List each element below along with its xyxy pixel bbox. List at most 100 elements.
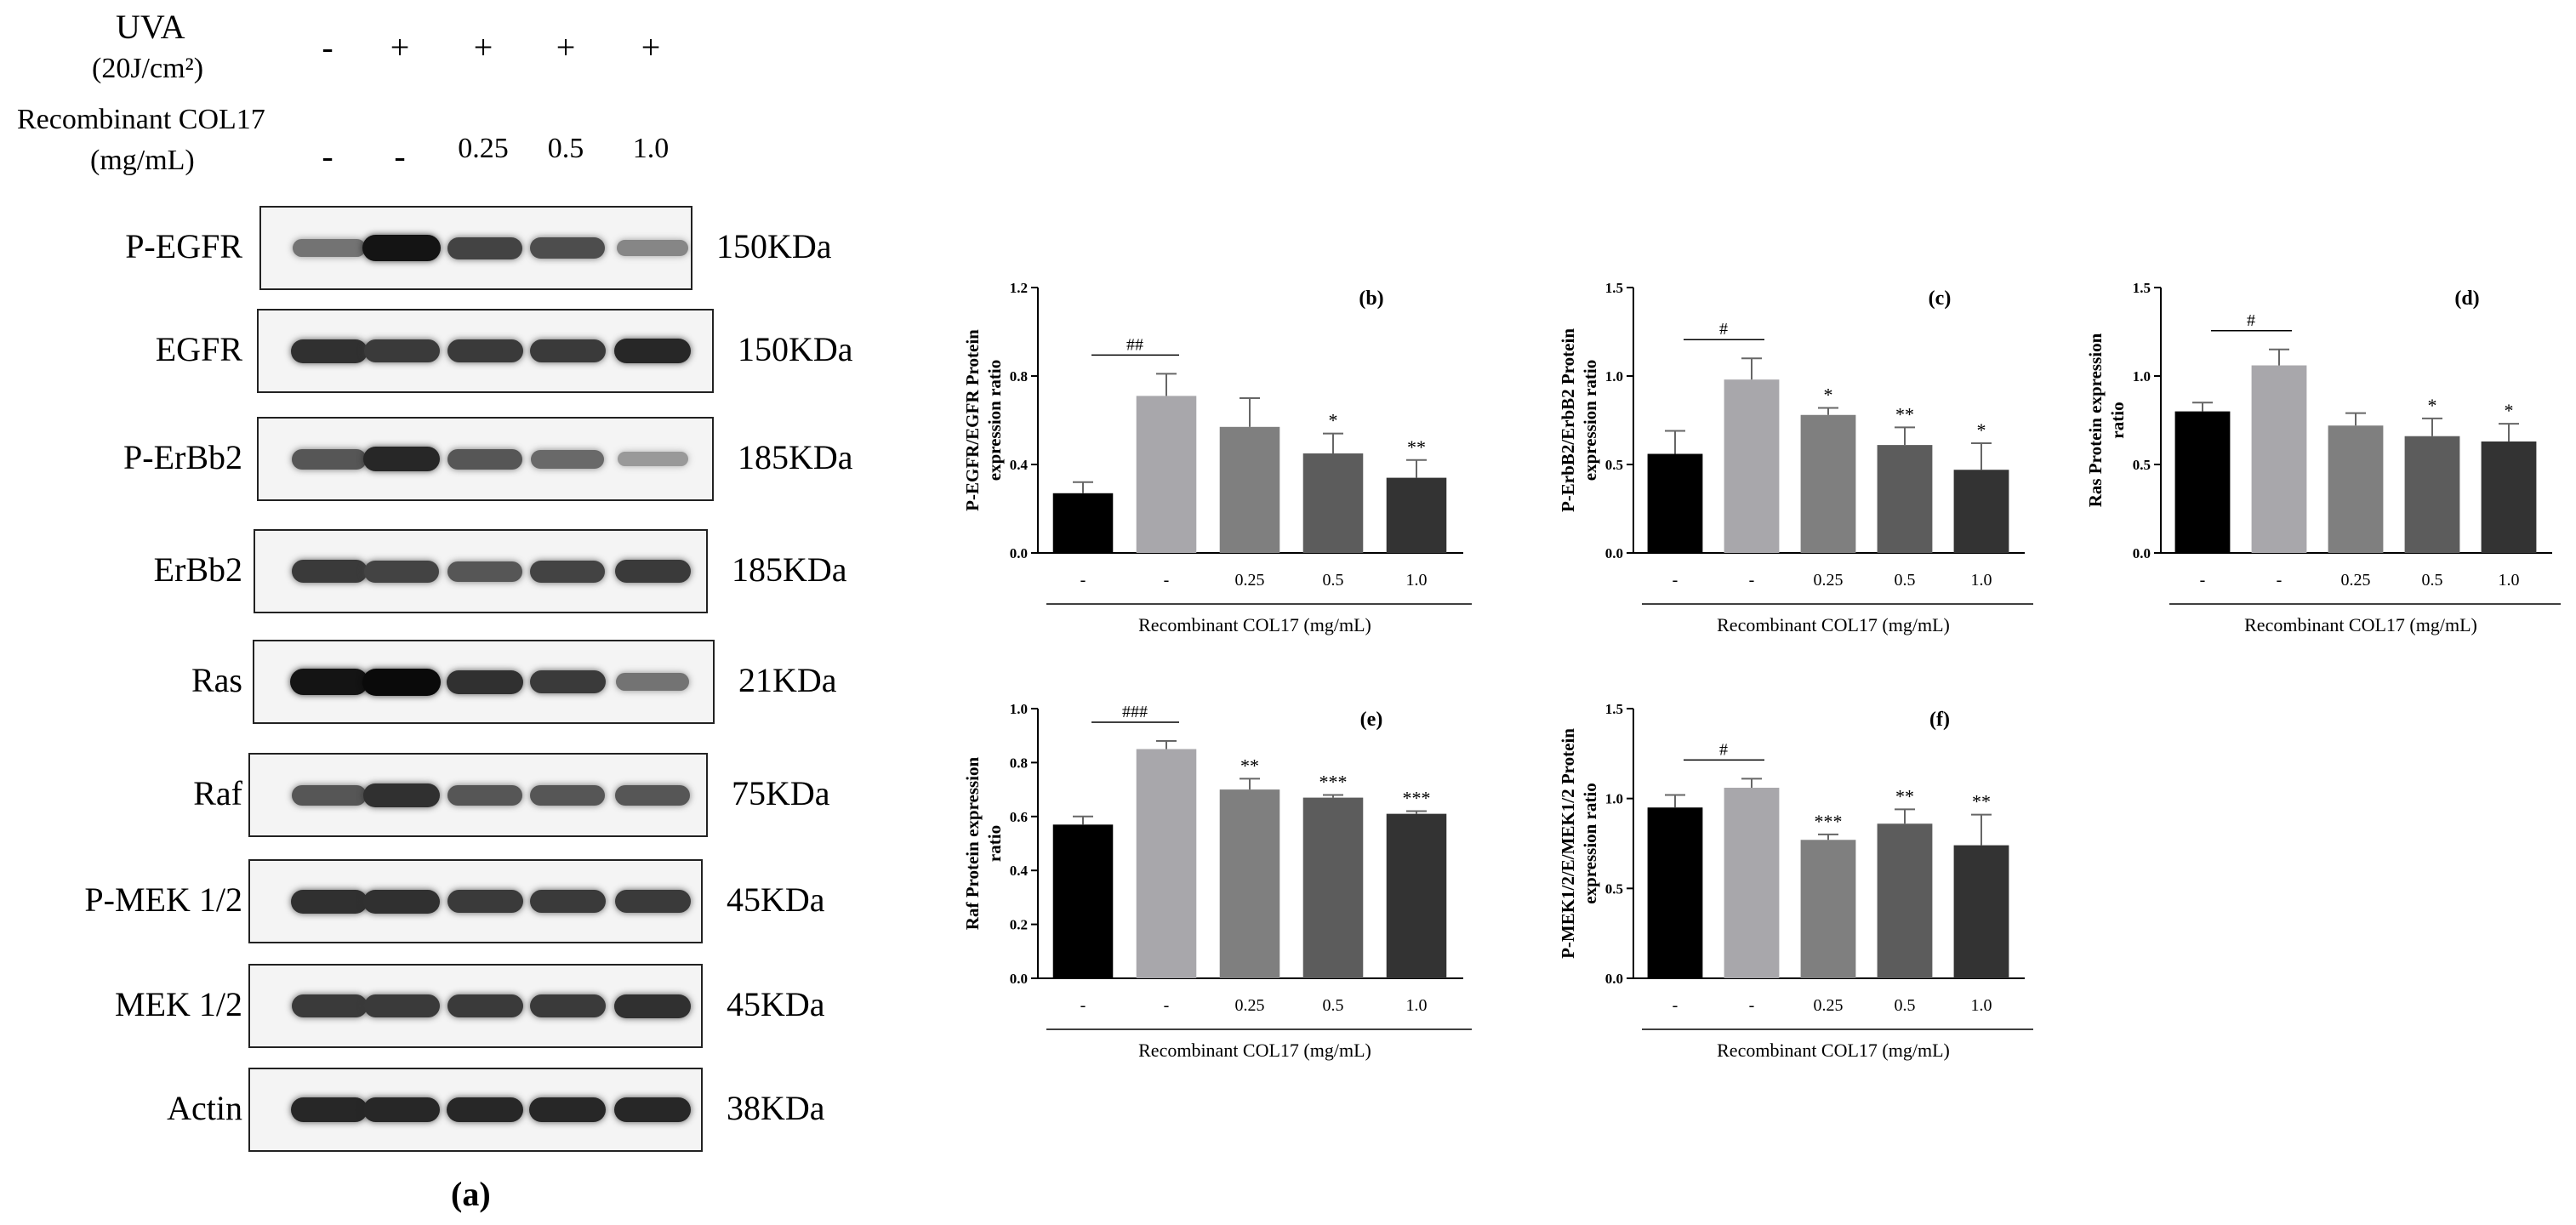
- blot-image-egfr: [257, 309, 714, 393]
- uva-sign-lane-1: -: [322, 28, 333, 66]
- bar-3: [1800, 414, 1856, 553]
- y-tick-label: 1.5: [2133, 280, 2151, 296]
- x-category-label: -: [1164, 571, 1170, 590]
- y-axis-label-line: ratio: [984, 825, 1005, 862]
- col17-label: Recombinant COL17: [17, 104, 265, 135]
- protein-label-raf: Raf: [193, 774, 242, 812]
- x-category-label: -: [1673, 996, 1678, 1015]
- x-category-label: 0.5: [1323, 571, 1344, 590]
- protein-label-p-mek-1-2: P-MEK 1/2: [84, 880, 242, 919]
- y-tick-label: 0.0: [2133, 545, 2151, 561]
- band-lane-2: [363, 339, 440, 362]
- band-lane-2: [362, 235, 441, 261]
- x-category-label: 0.25: [2341, 571, 2371, 590]
- panel-a-caption: (a): [451, 1175, 491, 1213]
- bar-3: [2328, 425, 2384, 553]
- band-lane-2: [363, 889, 440, 914]
- band-lane-4: [531, 449, 604, 469]
- bar-4: [1877, 445, 1933, 553]
- blot-image-p-erbb2: [257, 417, 714, 501]
- blot-image-erbb2: [254, 529, 708, 613]
- band-lane-5: [616, 673, 689, 691]
- chart-f-p-mek: 0.0 0.5 1.0 1.5 P-MEK1/2/E/MEK1/2 Protein exp…: [1558, 701, 2033, 1061]
- bar-4: [1302, 453, 1364, 553]
- bar-4: [1302, 797, 1364, 978]
- significance-marker: **: [1895, 785, 1914, 806]
- chart-d-ras: 0.0 0.5 1.0 1.5 Ras Protein expression ratio (…: [2085, 280, 2561, 635]
- col17-conc-lane-1: -: [322, 137, 333, 175]
- band-lane-3: [447, 448, 522, 470]
- panel-label: (f): [1929, 709, 1950, 731]
- y-tick-label: 0.5: [2133, 457, 2151, 473]
- y-tick-label: 1.0: [1605, 368, 1623, 385]
- band-lane-4: [528, 1097, 607, 1122]
- x-category-label: -: [1673, 571, 1678, 590]
- col17-conc-lane-5: 1.0: [632, 133, 670, 164]
- x-category-label: -: [1080, 996, 1086, 1015]
- x-axis-label: Recombinant COL17 (mg/mL): [1138, 1040, 1371, 1061]
- band-lane-2: [362, 1097, 441, 1122]
- x-category-label: 0.5: [1323, 996, 1344, 1015]
- blot-image-actin: [248, 1068, 703, 1152]
- x-axis-label: Recombinant COL17 (mg/mL): [1717, 1040, 1950, 1061]
- y-tick-label: 0.8: [1010, 755, 1028, 771]
- y-axis-label-line: Raf Protein expression: [962, 756, 983, 930]
- x-axis-label: Recombinant COL17 (mg/mL): [1138, 614, 1371, 635]
- panel-label: (b): [1359, 288, 1383, 310]
- band-lane-3: [447, 236, 523, 259]
- band-lane-3: [447, 784, 522, 806]
- band-lane-2: [363, 560, 440, 583]
- bar-3: [1800, 840, 1856, 978]
- bar-1: [1052, 824, 1114, 978]
- western-blot-panel: UVA (20J/cm²) Recombinant COL17 (mg/mL) …: [0, 0, 902, 1225]
- bar-5: [2481, 441, 2537, 553]
- uva-sign-lane-4: +: [556, 28, 576, 66]
- x-category-label: 0.5: [1895, 996, 1916, 1015]
- x-axis-label: Recombinant COL17 (mg/mL): [2244, 614, 2477, 635]
- y-axis-label-line: expression ratio: [984, 360, 1005, 481]
- band-lane-5: [616, 240, 689, 256]
- y-axis-label-line: P-MEK1/2/E/MEK1/2 Protein: [1558, 728, 1578, 959]
- band-lane-1: [292, 784, 367, 806]
- uva-label: UVA: [116, 8, 185, 46]
- band-lane-4: [530, 784, 605, 806]
- band-lane-4: [529, 339, 606, 362]
- band-lane-4: [530, 237, 605, 259]
- significance-marker: **: [1972, 791, 1991, 812]
- y-axis-label-line: expression ratio: [1580, 360, 1600, 481]
- band-lane-2: [362, 668, 441, 696]
- uva-sign-lane-3: +: [473, 28, 493, 66]
- x-category-label: 1.0: [1406, 996, 1428, 1015]
- x-category-label: 0.25: [1235, 996, 1265, 1015]
- band-lane-1: [291, 339, 368, 363]
- band-lane-5: [614, 560, 691, 583]
- col17-unit-label: (mg/mL): [90, 145, 195, 176]
- significance-marker: *: [2428, 395, 2437, 416]
- x-category-label: -: [1749, 996, 1755, 1015]
- bar-1: [2174, 411, 2231, 553]
- bar-4: [2404, 436, 2460, 553]
- x-category-label: 0.25: [1235, 571, 1265, 590]
- significance-marker: **: [1240, 755, 1259, 776]
- band-lane-1: [293, 239, 366, 257]
- bar-1: [1647, 807, 1703, 978]
- y-tick-label: 1.0: [1010, 701, 1028, 717]
- band-lane-4: [529, 994, 606, 1017]
- bracket-significance: #: [2247, 311, 2255, 330]
- y-axis-label-line: ratio: [2107, 402, 2128, 438]
- band-lane-5: [615, 784, 690, 806]
- y-axis-label: Raf Protein expression ratio: [962, 756, 1005, 930]
- significance-marker: ***: [1319, 771, 1348, 792]
- band-lane-5: [617, 452, 688, 466]
- y-tick-label: 1.0: [1605, 791, 1623, 807]
- x-category-label: -: [1164, 996, 1170, 1015]
- y-tick-label: 1.5: [1605, 280, 1623, 296]
- x-category-label: 1.0: [1971, 571, 1992, 590]
- blot-image-p-mek-1-2: [248, 859, 703, 943]
- y-tick-label: 1.2: [1010, 280, 1028, 296]
- x-category-label: 1.0: [1406, 571, 1428, 590]
- kda-label-actin: 38KDa: [727, 1089, 825, 1127]
- protein-label-erbb2: ErBb2: [153, 550, 242, 589]
- col17-conc-lane-4: 0.5: [547, 133, 584, 164]
- band-lane-2: [363, 994, 440, 1017]
